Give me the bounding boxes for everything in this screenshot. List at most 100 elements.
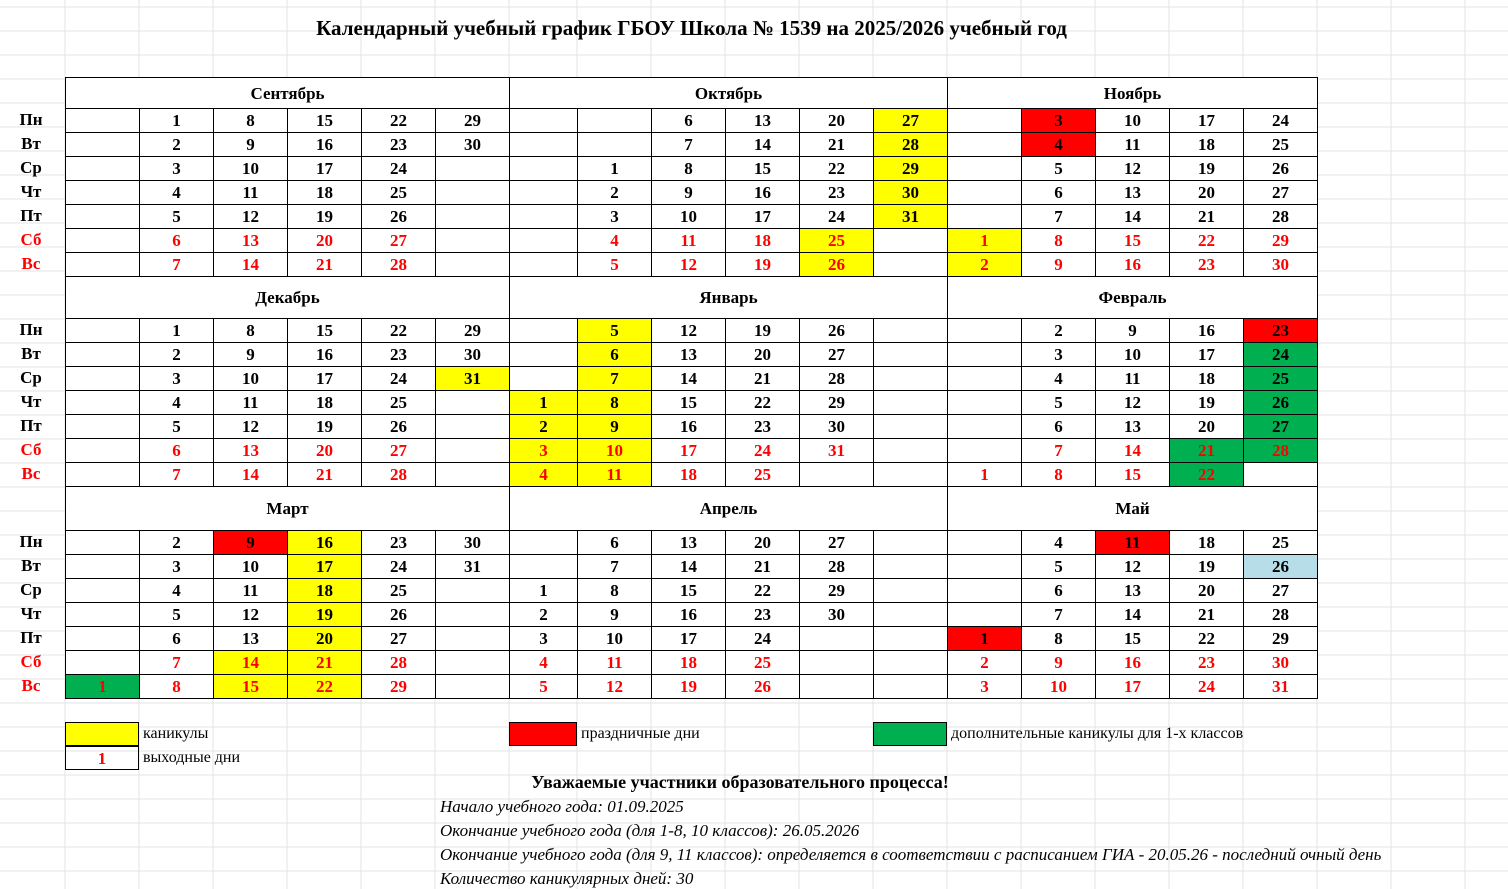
day-cell: 29 [1243,626,1318,651]
weekday-label: Пт [20,416,42,435]
month-header-6: Февраль [947,276,1318,319]
day-cell: 6 [1021,414,1096,439]
day-cell [65,318,140,343]
day-cell: 14 [1095,204,1170,229]
day-cell [509,156,578,181]
day-cell: 21 [725,554,800,579]
day-cell: 15 [287,318,362,343]
day-cell: 12 [1095,554,1170,579]
day-cell: 31 [435,366,510,391]
day-cell: 12 [213,414,288,439]
day-cell: 27 [799,530,874,555]
day-cell: 17 [651,438,726,463]
day-cell: 29 [799,390,874,415]
day-cell: 24 [1169,674,1244,699]
weekday-label: Сб [20,652,42,671]
day-cell: 11 [1095,530,1170,555]
day-cell: 7 [139,650,214,675]
day-cell: 27 [1243,578,1318,603]
day-cell: 16 [1095,252,1170,277]
day-cell: 15 [1095,626,1170,651]
day-cell: 16 [287,342,362,367]
day-cell: 4 [509,650,578,675]
day-cell: 13 [651,342,726,367]
day-cell: 26 [1243,390,1318,415]
day-cell: 6 [577,530,652,555]
day-cell: 24 [1243,342,1318,367]
day-cell: 13 [651,530,726,555]
day-cell: 6 [139,438,214,463]
day-cell: 6 [1021,180,1096,205]
day-cell: 20 [1169,180,1244,205]
day-cell: 22 [1169,462,1244,487]
day-cell: 19 [287,602,362,627]
day-cell: 12 [651,318,726,343]
day-cell: 13 [213,438,288,463]
day-cell: 8 [213,318,288,343]
day-cell: 11 [213,390,288,415]
note-line: Окончание учебного года (для 1-8, 10 кла… [440,821,860,840]
day-cell [873,228,948,253]
weekday-label: Чт [20,182,42,201]
day-cell: 31 [799,438,874,463]
day-cell: 20 [1169,414,1244,439]
day-cell [947,180,1022,205]
page-title: Календарный учебный график ГБОУ Школа № … [316,16,1067,40]
day-cell: 14 [651,366,726,391]
day-cell: 20 [1169,578,1244,603]
day-cell: 28 [1243,204,1318,229]
day-cell: 11 [1095,366,1170,391]
day-cell: 3 [509,438,578,463]
day-cell: 8 [577,578,652,603]
weekday-label: Сб [20,440,42,459]
day-cell [947,554,1022,579]
day-cell: 4 [1021,132,1096,157]
day-cell: 2 [139,342,214,367]
day-cell: 19 [725,252,800,277]
day-cell [873,390,948,415]
day-cell: 29 [361,674,436,699]
day-cell [65,204,140,229]
day-cell: 15 [651,390,726,415]
day-cell: 1 [139,108,214,133]
weekday-label: Чт [20,392,42,411]
weekday-label: Вт [21,556,41,575]
day-cell: 10 [651,204,726,229]
day-cell: 10 [1021,674,1096,699]
day-cell: 24 [361,156,436,181]
day-cell: 19 [651,674,726,699]
day-cell: 28 [799,554,874,579]
day-cell [435,204,510,229]
day-cell: 8 [213,108,288,133]
day-cell [509,252,578,277]
day-cell: 21 [287,462,362,487]
day-cell [799,650,874,675]
day-cell: 6 [1021,578,1096,603]
day-cell [435,602,510,627]
day-cell: 25 [725,462,800,487]
day-cell: 26 [725,674,800,699]
day-cell: 10 [213,554,288,579]
day-cell: 16 [1095,650,1170,675]
legend-holiday-swatch [509,722,577,746]
day-cell: 17 [1095,674,1170,699]
day-cell: 11 [651,228,726,253]
day-cell: 7 [1021,602,1096,627]
day-cell: 28 [873,132,948,157]
day-cell: 22 [361,318,436,343]
legend-weekend-label: выходные дни [143,749,241,766]
day-cell: 23 [361,132,436,157]
day-cell [435,650,510,675]
day-cell: 9 [577,414,652,439]
day-cell: 13 [213,228,288,253]
day-cell [435,228,510,253]
day-cell: 4 [1021,366,1096,391]
day-cell: 31 [1243,674,1318,699]
day-cell: 22 [799,156,874,181]
day-cell [435,156,510,181]
day-cell: 28 [799,366,874,391]
day-cell: 2 [139,530,214,555]
day-cell: 24 [799,204,874,229]
day-cell: 22 [725,578,800,603]
day-cell: 31 [435,554,510,579]
